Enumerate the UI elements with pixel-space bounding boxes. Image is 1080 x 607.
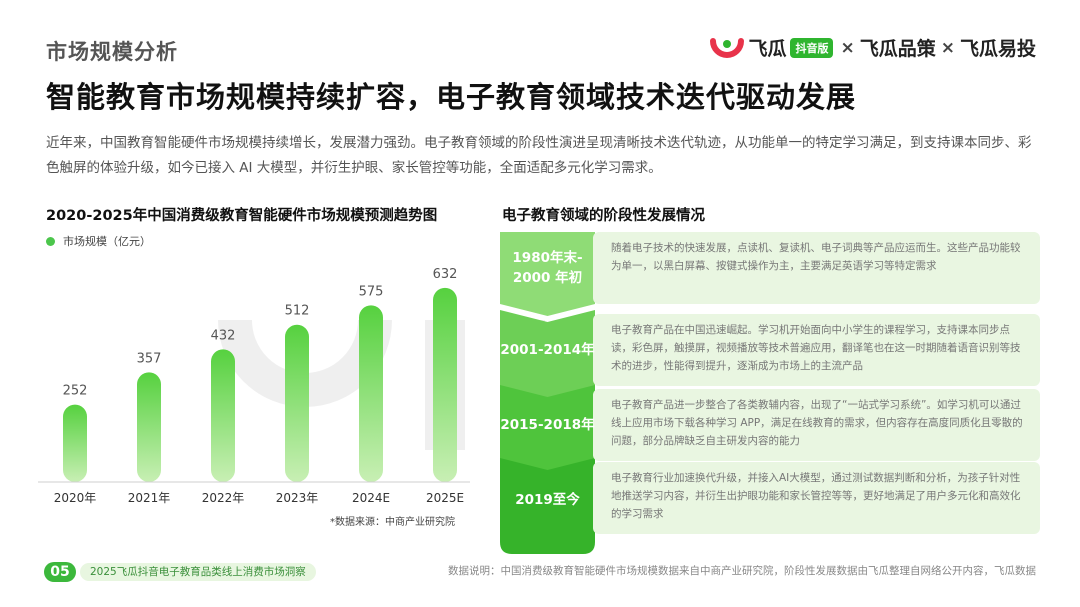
stage-description-box: 电子教育产品进一步整合了各类教辅内容，出现了“一站式学习系统”。如学习机可以通过… (593, 389, 1040, 461)
stage-arrow (500, 385, 595, 473)
x-tick-label: 2022年 (202, 491, 245, 505)
x-tick-label: 2021年 (128, 491, 171, 505)
legend-label: 市场规模（亿元） (63, 235, 151, 248)
bar (63, 404, 87, 482)
x-tick-label: 2024E (352, 491, 390, 505)
stage-description-box: 电子教育产品在中国迅速崛起。学习机开始面向中小学生的课程学习，支持课本同步点读，… (593, 314, 1040, 386)
data-explanation-note: 数据说明：中国消费级教育智能硬件市场规模数据来自中商产业研究院，阶段性发展数据由… (448, 565, 1036, 577)
brand-badge: 抖音版 (790, 37, 834, 58)
bar-value-label: 512 (285, 304, 310, 319)
feigua-logo-icon (710, 37, 745, 58)
stage-description-box: 电子教育行业加速换代升级，并接入AI大模型，通过测试数据判断和分析，为孩子针对性… (593, 462, 1040, 534)
brand-name-pince: 飞瓜品策 (859, 38, 936, 60)
stage-arrow (500, 310, 595, 398)
stage-description: 随着电子技术的快速发展，点读机、复读机、电子词典等产品应运而生。这些产品功能较为… (611, 242, 1021, 272)
bar-value-label: 432 (211, 328, 236, 343)
page-number-badge: 05 (44, 562, 76, 582)
stage-description: 电子教育产品进一步整合了各类教辅内容，出现了“一站式学习系统”。如学习机可以通过… (611, 399, 1023, 447)
chart-title: 2020-2025年中国消费级教育智能硬件市场规模预测趋势图 (46, 208, 438, 224)
stages-title: 电子教育领域的阶段性发展情况 (502, 208, 705, 224)
x-tick-label: 2020年 (54, 491, 97, 505)
page-title: 智能教育市场规模持续扩容，电子教育领域技术迭代驱动发展 (46, 80, 857, 114)
bar-value-label: 575 (359, 284, 384, 299)
stage-period-label: 2001-2014年 (500, 342, 595, 358)
brand-name-feigua: 飞瓜 (748, 38, 787, 60)
report-title-tag: 2025飞瓜抖音电子教育品类线上消费市场洞察 (80, 563, 316, 581)
stage-arrows (500, 232, 595, 554)
bar-value-label: 632 (433, 267, 458, 282)
section-title: 市场规模分析 (46, 40, 178, 64)
bar (137, 372, 161, 482)
bar (433, 287, 457, 482)
bar (211, 349, 235, 482)
bar-chart: 252 357 432 512 575 632 2020年 2021年 2022年 2023年 2… (38, 267, 470, 505)
data-source-note: *数据来源：中商产业研究院 (330, 517, 455, 528)
bar (359, 305, 383, 482)
brand-separator: × (940, 37, 955, 58)
stage-period-label: 2015-2018年 (500, 417, 595, 433)
brand-name-yitou: 飞瓜易投 (959, 38, 1036, 60)
chart-legend: 市场规模（亿元） (46, 233, 151, 249)
stage-description-box: 随着电子技术的快速发展，点读机、复读机、电子词典等产品应运而生。这些产品功能较为… (593, 232, 1040, 304)
stage-arrow (500, 458, 595, 554)
brand-separator: × (840, 37, 855, 58)
bar-value-label: 357 (137, 351, 162, 366)
x-tick-label: 2023年 (276, 491, 319, 505)
stage-description: 电子教育行业加速换代升级，并接入AI大模型，通过测试数据判断和分析，为孩子针对性… (611, 472, 1021, 520)
bar-value-label: 252 (63, 384, 88, 399)
brand-logo-group: 飞瓜 抖音版 × 飞瓜品策 × 飞瓜易投 (710, 34, 1036, 61)
x-tick-label: 2025E (426, 491, 464, 505)
stage-description: 电子教育产品在中国迅速崛起。学习机开始面向中小学生的课程学习，支持课本同步点读，… (611, 324, 1021, 372)
stage-arrow (500, 232, 595, 316)
intro-paragraph: 近年来，中国教育智能硬件市场规模持续增长，发展潜力强劲。电子教育领域的阶段性演进… (46, 135, 1032, 176)
legend-swatch (46, 236, 55, 246)
stage-period-label: 1980年末- 2000 年初 (512, 250, 583, 286)
stage-period-label: 2019至今 (515, 492, 580, 508)
bar (285, 324, 309, 482)
